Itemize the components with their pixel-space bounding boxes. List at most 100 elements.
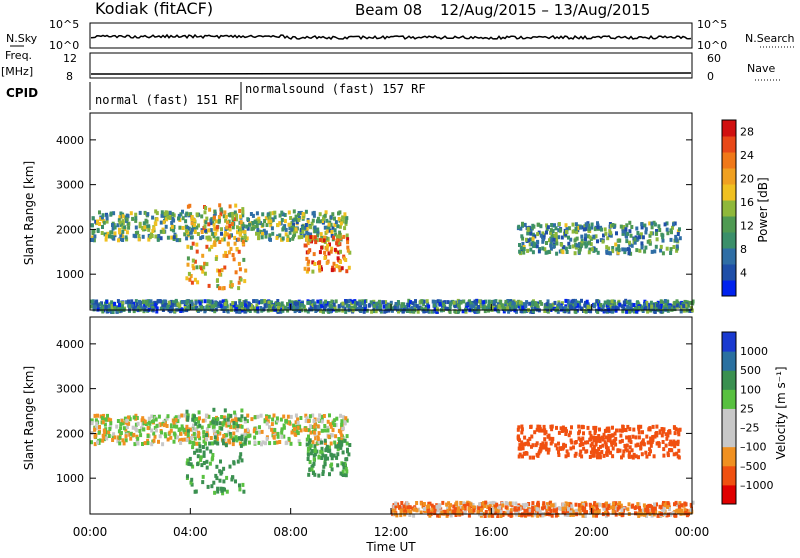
scatter-cell <box>619 504 623 509</box>
scatter-cell <box>622 506 626 511</box>
scatter-cell <box>141 234 145 239</box>
scatter-cell <box>582 227 586 232</box>
scatter-cell <box>267 414 271 419</box>
scatter-cell <box>186 413 190 418</box>
scatter-cell <box>140 418 144 423</box>
scatter-cell <box>632 452 636 457</box>
scatter-cell <box>521 248 524 252</box>
scatter-cell <box>234 203 238 208</box>
scatter-cell <box>479 505 483 510</box>
scatter-cell <box>492 302 496 307</box>
scatter-cell <box>186 244 190 249</box>
scatter-cell <box>652 454 656 459</box>
scatter-cell <box>282 414 286 419</box>
scatter-cell <box>410 306 414 311</box>
scatter-cell <box>169 435 173 440</box>
scatter-cell <box>394 501 398 506</box>
scatter-cell <box>288 230 292 235</box>
scatter-cell <box>554 234 558 239</box>
scatter-cell <box>228 204 232 209</box>
scatter-cell <box>128 304 132 309</box>
scatter-cell <box>507 502 511 507</box>
scatter-cell <box>246 413 250 418</box>
scatter-cell <box>543 247 547 252</box>
scatter-cell <box>341 450 345 455</box>
scatter-cell <box>253 415 257 420</box>
scatter-cell <box>209 218 213 223</box>
scatter-cell <box>154 209 158 214</box>
scatter-cell <box>640 241 644 246</box>
colorbar-swatch <box>722 200 736 217</box>
scatter-cell <box>618 439 622 444</box>
scatter-cell <box>100 215 104 220</box>
scatter-cell <box>305 256 309 261</box>
scatter-cell <box>94 418 98 423</box>
scatter-cell <box>331 225 335 230</box>
scatter-cell <box>268 233 272 238</box>
scatter-cell <box>467 506 471 511</box>
scatter-cell <box>198 448 202 453</box>
scatter-cell <box>522 247 526 251</box>
scatter-cell <box>323 304 327 309</box>
scatter-cell <box>119 233 123 238</box>
scatter-cell <box>254 306 258 311</box>
scatter-cell <box>646 309 650 314</box>
scatter-cell <box>119 222 123 227</box>
scatter-cell <box>443 509 447 514</box>
scatter-cell <box>502 306 506 311</box>
scatter-cell <box>213 435 217 440</box>
scatter-cell <box>330 304 334 309</box>
scatter-cell <box>545 302 549 307</box>
scatter-cell <box>593 502 596 507</box>
scatter-cell <box>199 457 203 462</box>
scatter-cell <box>306 457 310 461</box>
scatter-cell <box>303 243 307 248</box>
scatter-cell <box>118 303 121 307</box>
scatter-cell <box>195 249 199 254</box>
scatter-cell <box>509 508 513 513</box>
scatter-cell <box>433 511 437 516</box>
scatter-cell <box>609 304 613 309</box>
scatter-cell <box>335 416 339 421</box>
scatter-cell <box>425 299 429 304</box>
scatter-cell <box>215 476 219 481</box>
scatter-cell <box>524 303 528 308</box>
scatter-cell <box>520 424 524 429</box>
scatter-cell <box>543 309 547 313</box>
scatter-cell <box>260 300 264 305</box>
scatter-cell <box>268 237 272 242</box>
scatter-cell <box>216 486 220 491</box>
freq-tick-bottom: 8 <box>66 70 73 83</box>
scatter-cell <box>338 234 342 239</box>
scatter-cell <box>554 443 558 448</box>
scatter-cell <box>345 299 349 304</box>
scatter-cell <box>535 244 539 249</box>
scatter-cell <box>312 457 316 462</box>
cpid-segment-1: normal (fast) 151 RF <box>95 93 240 107</box>
scatter-cell <box>332 261 336 266</box>
scatter-cell <box>134 422 138 427</box>
scatter-cell <box>572 445 575 450</box>
colorbar-tick-label: –100 <box>740 441 767 454</box>
scatter-cell <box>208 207 212 212</box>
scatter-cell <box>249 212 253 216</box>
scatter-cell <box>220 488 224 493</box>
scatter-cell <box>233 241 237 246</box>
scatter-cell <box>320 440 323 445</box>
scatter-cell <box>458 505 462 510</box>
scatter-cell <box>102 413 106 418</box>
scatter-cell <box>100 301 103 306</box>
scatter-cell <box>213 209 217 214</box>
scatter-cell <box>555 251 559 256</box>
scatter-cell <box>190 436 193 440</box>
scatter-cell <box>620 428 624 433</box>
scatter-cell <box>389 300 393 305</box>
scatter-cell <box>634 511 637 516</box>
scatter-cell <box>614 308 618 313</box>
scatter-cell <box>480 507 483 512</box>
scatter-cell <box>309 451 313 456</box>
scatter-cell <box>608 229 612 234</box>
scatter-cell <box>186 458 190 463</box>
scatter-cell <box>339 471 343 476</box>
scatter-cell <box>528 242 532 247</box>
